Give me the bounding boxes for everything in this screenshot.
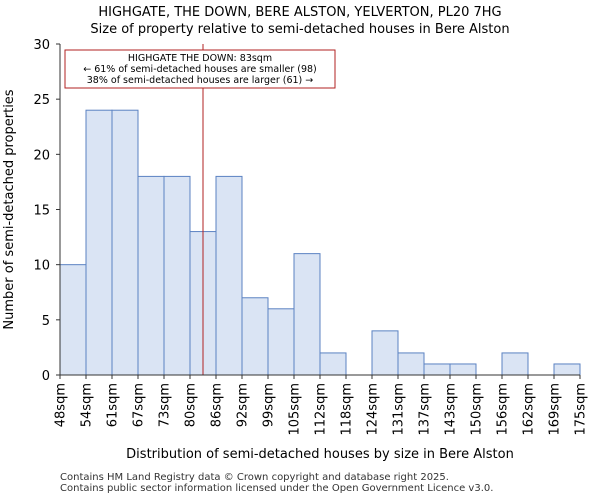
y-tick-label: 15: [33, 204, 50, 219]
y-axis-label: Number of semi-detached properties: [2, 89, 17, 329]
chart-title-block: HIGHGATE, THE DOWN, BERE ALSTON, YELVERT…: [0, 4, 600, 38]
x-tick-label: 162sqm: [522, 383, 537, 436]
bar-67sqm: [137, 175, 165, 376]
x-tick-label: 86sqm: [210, 383, 225, 427]
x-tick-label: 150sqm: [470, 383, 485, 436]
bar-105sqm: [293, 253, 321, 376]
y-tick-label: 25: [33, 93, 50, 108]
y-tick-label: 0: [42, 369, 50, 384]
x-tick-label: 175sqm: [574, 383, 589, 436]
annotation-line: 38% of semi-detached houses are larger (…: [87, 75, 314, 86]
x-tick-label: 67sqm: [132, 383, 147, 427]
y-tick-label: 5: [42, 314, 50, 329]
bar-73sqm: [163, 175, 191, 376]
x-axis-label: Distribution of semi-detached houses by …: [126, 447, 514, 462]
x-tick-label: 156sqm: [496, 383, 511, 436]
bar-54sqm: [85, 109, 113, 376]
x-tick-label: 124sqm: [366, 383, 381, 436]
chart-title: HIGHGATE, THE DOWN, BERE ALSTON, YELVERT…: [98, 5, 502, 20]
y-tick-label: 10: [33, 259, 50, 274]
footer-line-2: Contains public sector information licen…: [60, 483, 494, 494]
bar-137sqm: [423, 363, 451, 376]
y-tick-label: 20: [33, 148, 50, 163]
bar-124sqm: [371, 330, 399, 376]
bar-143sqm: [449, 363, 477, 376]
axes-group: 0 5 10 15 20 25 30 48sqm 54sqm 61sqm 67sqm 73sqm 80s…: [33, 38, 588, 436]
y-tick-label: 30: [33, 38, 50, 53]
x-tick-label: 92sqm: [236, 383, 251, 427]
chart-subtitle: Size of property relative to semi-detach…: [90, 22, 510, 37]
x-tick-label: 169sqm: [548, 383, 563, 436]
footer: Contains HM Land Registry data © Crown c…: [60, 472, 493, 494]
bar-156sqm: [501, 352, 529, 376]
x-tick-label: 105sqm: [288, 383, 303, 436]
x-tick-label: 131sqm: [392, 383, 407, 436]
x-tick-label: 118sqm: [340, 383, 355, 436]
bar-86sqm: [215, 175, 243, 376]
bars-group: [59, 109, 581, 376]
x-tick-label: 48sqm: [54, 383, 69, 427]
x-tick-label: 61sqm: [106, 383, 121, 427]
footer-line-1: Contains HM Land Registry data © Crown c…: [60, 472, 449, 483]
x-tick-label: 112sqm: [314, 383, 329, 436]
annotation-box: HIGHGATE THE DOWN: 83sqm← 61% of semi-de…: [64, 49, 336, 89]
bar-131sqm: [397, 352, 425, 376]
x-tick-label: 99sqm: [262, 383, 277, 427]
bar-92sqm: [241, 297, 269, 376]
bar-169sqm: [553, 363, 581, 376]
annotation-line: HIGHGATE THE DOWN: 83sqm: [128, 53, 272, 64]
annotation-line: ← 61% of semi-detached houses are smalle…: [83, 64, 317, 75]
x-tick-label: 73sqm: [158, 383, 173, 427]
x-tick-label: 137sqm: [418, 383, 433, 436]
bar-99sqm: [267, 308, 295, 376]
bar-61sqm: [111, 109, 139, 376]
bar-48sqm: [59, 264, 87, 376]
x-tick-label: 80sqm: [184, 383, 199, 427]
x-tick-label: 54sqm: [80, 383, 95, 427]
annotation-border: [64, 49, 336, 89]
x-tick-label: 143sqm: [444, 383, 459, 436]
bar-112sqm: [319, 352, 347, 376]
